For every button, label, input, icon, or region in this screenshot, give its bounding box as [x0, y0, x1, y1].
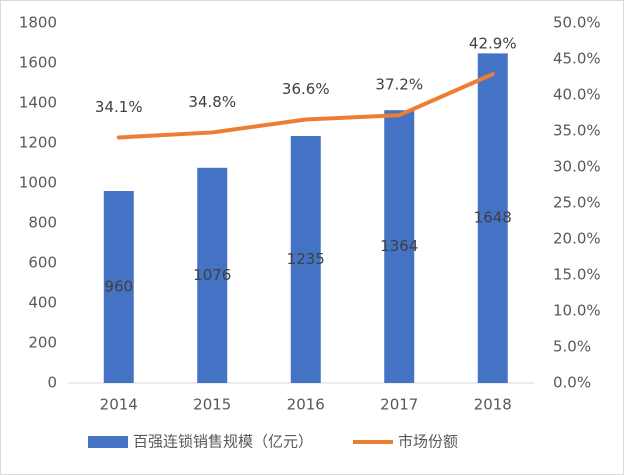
- y-tick-label: 400: [28, 294, 57, 312]
- bar: [384, 110, 415, 383]
- data-label: 960: [104, 278, 133, 296]
- legend-label: 百强连锁销售规模（亿元）: [133, 433, 313, 451]
- legend-swatch: [88, 436, 128, 448]
- y2-tick-label: 5.0%: [553, 338, 591, 356]
- y-tick-label: 1600: [19, 54, 57, 72]
- y-tick-label: 1800: [19, 14, 57, 32]
- data-label: 42.9%: [469, 35, 517, 53]
- y2-tick-label: 50.0%: [553, 14, 601, 32]
- x-tick-label: 2016: [287, 396, 325, 414]
- y2-tick-label: 25.0%: [553, 194, 601, 212]
- y2-tick-label: 30.0%: [553, 158, 601, 176]
- y2-tick-label: 20.0%: [553, 230, 601, 248]
- y2-tick-label: 40.0%: [553, 86, 601, 104]
- y-tick-label: 200: [28, 334, 57, 352]
- line: [116, 72, 495, 140]
- bar: [290, 136, 321, 383]
- data-label: 34.1%: [95, 98, 143, 116]
- y2-tick-label: 10.0%: [553, 302, 601, 320]
- bar: [197, 167, 228, 383]
- y2-tick-label: 0.0%: [553, 374, 591, 392]
- y-tick-label: 1400: [19, 94, 57, 112]
- data-label: 1364: [380, 237, 418, 255]
- y2-tick-label: 15.0%: [553, 266, 601, 284]
- y-tick-label: 800: [28, 214, 57, 232]
- bar: [477, 53, 508, 384]
- y2-tick-label: 35.0%: [553, 122, 601, 140]
- y-tick-label: 600: [28, 254, 57, 272]
- y2-tick-label: 45.0%: [553, 50, 601, 68]
- data-label: 37.2%: [375, 76, 423, 94]
- x-tick-label: 2014: [100, 396, 138, 414]
- data-label: 1076: [193, 266, 231, 284]
- bar: [103, 191, 134, 383]
- x-tick-label: 2017: [380, 396, 418, 414]
- data-label: 36.6%: [282, 80, 330, 98]
- x-tick-label: 2015: [193, 396, 231, 414]
- data-label: 1235: [287, 250, 325, 268]
- y-tick-label: 1000: [19, 174, 57, 192]
- data-label: 1648: [474, 209, 512, 227]
- x-tick-label: 2018: [474, 396, 512, 414]
- y-tick-label: 0: [47, 374, 57, 392]
- data-label: 34.8%: [188, 93, 236, 111]
- y-tick-label: 1200: [19, 134, 57, 152]
- legend-label: 市场份额: [398, 433, 458, 451]
